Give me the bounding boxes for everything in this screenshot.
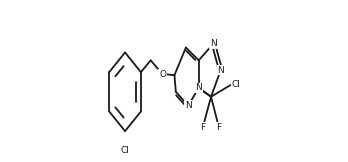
Text: F: F: [216, 123, 221, 132]
Text: N: N: [195, 83, 202, 92]
Text: N: N: [210, 39, 217, 48]
Text: O: O: [159, 70, 166, 79]
Text: Cl: Cl: [231, 80, 240, 89]
Text: Cl: Cl: [121, 146, 129, 155]
Text: F: F: [200, 123, 205, 132]
Text: N: N: [185, 101, 191, 110]
Text: N: N: [217, 66, 224, 75]
